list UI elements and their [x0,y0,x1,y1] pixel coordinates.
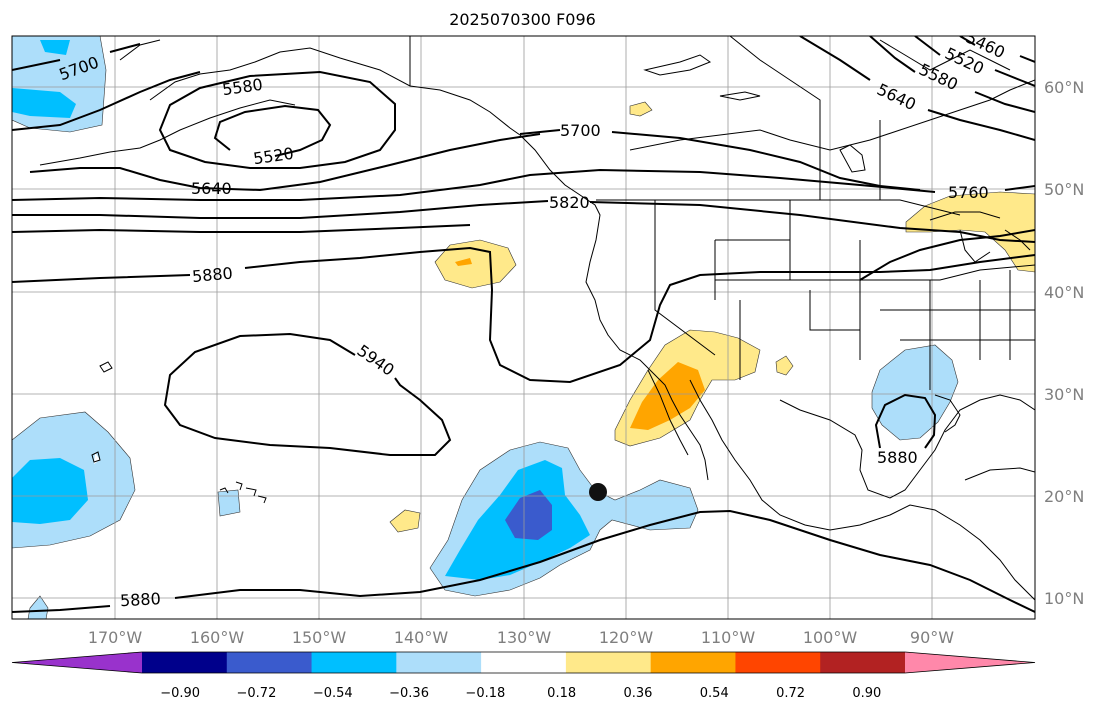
contour-label-5880-gulf: 5880 [877,448,918,467]
colorbar-swatch [735,652,821,673]
anomaly-fills [12,36,1035,619]
colorbar-tick-label: 0.72 [776,686,805,701]
latitude-labels: 60°N 50°N 40°N 30°N 20°N 10°N [1044,78,1084,608]
colorbar-tick-label: 0.90 [852,686,881,701]
lat-label: 60°N [1044,78,1084,97]
colorbar-tick-label: 0.36 [623,686,652,701]
lat-label: 30°N [1044,385,1084,404]
contour-label-5820: 5820 [549,193,590,212]
colorbar-extend-min [12,652,142,673]
lon-label: 170°W [88,628,143,647]
contour-label-5760: 5760 [948,183,989,202]
contour-label-5880-s: 5880 [120,589,162,610]
colorbar-extend-max [905,652,1035,673]
colorbar-tick-label: −0.36 [389,686,429,701]
colorbar-tick-label: 0.18 [547,686,576,701]
lon-label: 120°W [599,628,654,647]
colorbar-swatch [311,652,397,673]
lon-label: 130°W [497,628,552,647]
colorbar-swatch [565,652,652,673]
colorbar-swatch [226,652,313,673]
height-contours [12,36,1035,613]
colorbar-tick-label: −0.18 [465,686,505,701]
lat-label: 50°N [1044,180,1084,199]
colorbar-swatch [650,652,736,673]
lon-label: 160°W [190,628,245,647]
lat-label: 40°N [1044,283,1084,302]
coastlines [39,36,1035,601]
lon-label: 100°W [803,628,858,647]
colorbar-outline [11,651,1036,674]
contour-label-5880-w: 5880 [191,264,233,286]
colorbar-tick-label: −0.72 [237,686,277,701]
colorbar-swatch [820,652,906,673]
lat-label: 20°N [1044,487,1084,506]
lon-label: 150°W [292,628,347,647]
colorbar-swatch [142,652,228,673]
lon-label: 140°W [394,628,449,647]
lat-label: 10°N [1044,589,1084,608]
colorbar-tick-label: 0.54 [700,686,729,701]
colorbar: −0.90 −0.72 −0.54 −0.36 −0.18 0.18 0.36 0.54 0.7… [11,651,1036,701]
colorbar-swatch [481,652,567,673]
longitude-labels: 170°W 160°W 150°W 140°W 130°W 120°W 110°… [88,628,954,647]
colorbar-tick-label: −0.54 [313,686,353,701]
contour-label-5640: 5640 [191,179,232,198]
lon-label: 90°W [910,628,954,647]
contour-label-5700-e: 5700 [560,121,601,140]
map-title: 2025070300 F096 [449,10,596,29]
storm-center-marker [589,483,607,501]
colorbar-tick-label: −0.90 [160,686,200,701]
lon-label: 110°W [701,628,756,647]
colorbar-swatch [396,652,482,673]
map-frame [11,35,1036,620]
